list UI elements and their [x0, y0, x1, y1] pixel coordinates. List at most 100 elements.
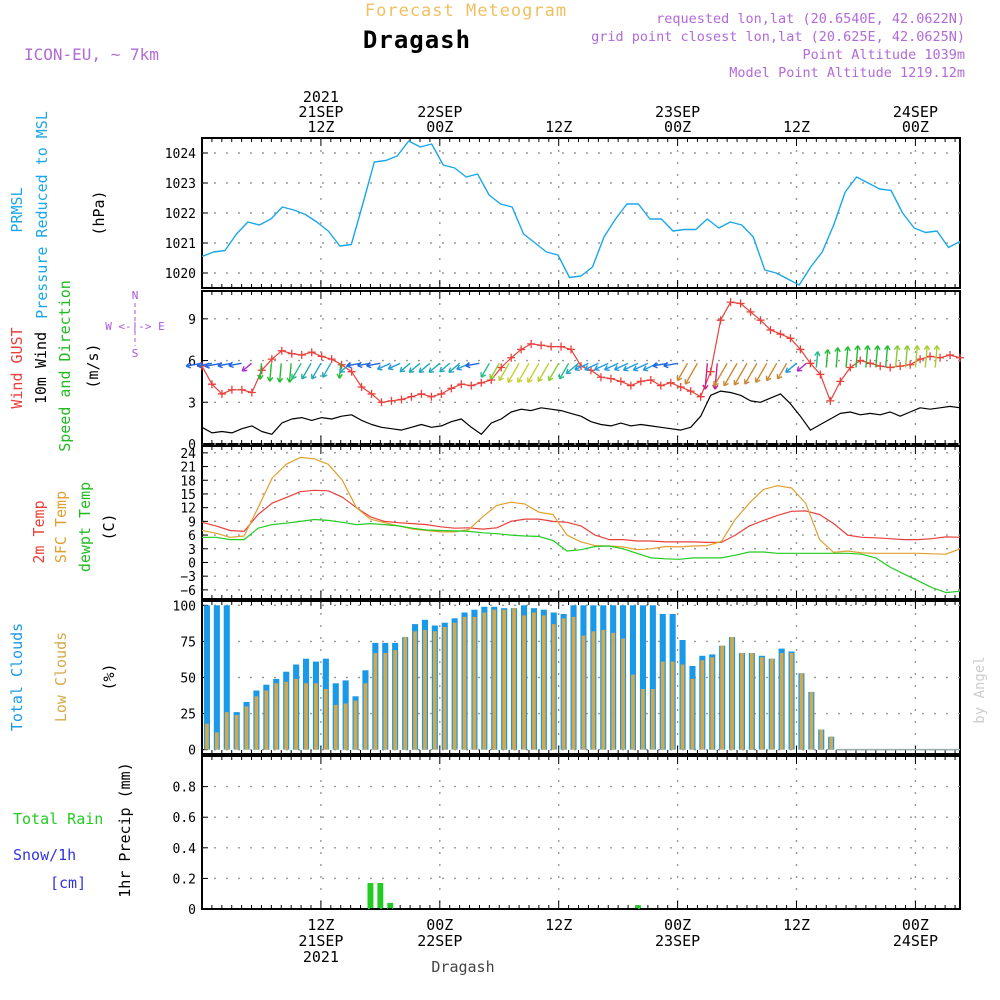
low-cloud-bar — [690, 678, 695, 750]
wind-arrow-head — [574, 365, 580, 371]
wind-arrow — [815, 351, 819, 368]
wind-arrow-head — [241, 366, 248, 372]
low-cloud-bar — [670, 661, 675, 750]
wind-arrow-head — [408, 367, 415, 373]
top-time-label: 00Z — [426, 118, 453, 136]
wind-arrow — [439, 362, 451, 373]
wind-arrow — [663, 362, 678, 367]
low-cloud-bar — [264, 690, 269, 750]
panel-frame-pressure — [201, 137, 961, 289]
low-cloud-bar — [442, 627, 447, 750]
snow-units-label: [cm] — [50, 874, 86, 892]
low-cloud-bar — [284, 681, 289, 750]
gust-marker — [427, 392, 436, 401]
wind-arrow — [489, 362, 500, 380]
low-cloud-bar — [660, 661, 665, 750]
gust-marker — [297, 350, 306, 359]
gust-marker — [756, 316, 765, 325]
gust-marker — [457, 380, 466, 389]
wind-arrow-head — [776, 373, 783, 380]
ytick-label: 0.2 — [173, 872, 196, 887]
low-cloud-bar — [680, 664, 685, 750]
low-cloud-bar — [314, 683, 318, 750]
wind-arrow — [559, 362, 570, 380]
low-cloud-bar — [740, 653, 744, 750]
wind-arrow-head — [527, 377, 533, 384]
low-cloud-bar — [333, 704, 338, 750]
wind-arrow — [418, 362, 431, 373]
top-time-label: 2021 — [303, 88, 339, 106]
wind-arrow-head — [366, 361, 372, 369]
wind-arrow — [465, 362, 480, 367]
gust-marker — [347, 367, 356, 376]
low-cloud-bar — [760, 657, 764, 750]
grid-point-coords: grid point closest lon,lat (20.625E, 42.… — [591, 29, 965, 45]
wind-arrow — [399, 362, 411, 373]
bottom-time-label: 00Z — [902, 916, 929, 934]
wind-arrow — [288, 363, 292, 383]
gust-marker — [636, 377, 645, 386]
low-cloud-bar — [472, 616, 477, 750]
wind-arrow-head — [301, 373, 307, 380]
low-cloud-bar — [244, 706, 249, 750]
low-cloud-bar — [651, 689, 655, 750]
ytick-label: 15 — [180, 488, 196, 503]
wind-arrow — [594, 362, 609, 371]
wind-arrow-head — [723, 380, 729, 387]
wind-arrow — [428, 362, 441, 373]
rain-bar — [635, 905, 641, 909]
wind-arrow-head — [712, 384, 719, 390]
wind-arrow — [684, 362, 699, 385]
gust-marker — [616, 377, 625, 386]
low-cloud-bar — [383, 653, 388, 750]
wind-units: (m/s) — [84, 343, 102, 388]
gust-marker — [287, 349, 296, 358]
low-cloud-bar — [750, 653, 754, 750]
bottom-time-label: 12Z — [307, 916, 334, 934]
wind-arrow — [498, 362, 510, 381]
gust-marker — [317, 352, 326, 361]
gust-marker — [337, 360, 346, 369]
ytick-label: 6 — [188, 529, 196, 544]
low-cloud-bar — [423, 629, 427, 750]
wind-arrow-head — [613, 365, 620, 371]
total-cloud-bar — [639, 605, 646, 750]
low-cloud-bar — [215, 732, 219, 750]
low-cloud-bar — [205, 723, 209, 750]
ytick-label: 0 — [188, 438, 196, 453]
wind-arrow — [723, 362, 738, 387]
top-time-label: 00Z — [902, 118, 929, 136]
wind-arrow — [904, 345, 909, 368]
low-cloud-bar — [700, 660, 705, 750]
gust-marker — [876, 362, 885, 371]
gust-label: Wind GUST — [8, 327, 26, 408]
wind-arrow-head — [428, 367, 435, 373]
wind-arrow — [785, 362, 797, 373]
wind-arrow — [517, 362, 530, 383]
gust-marker — [437, 389, 446, 398]
ytick-label: 9 — [188, 515, 196, 530]
low-cloud-bar — [542, 615, 546, 750]
bottom-time-label: 23SEP — [655, 932, 700, 950]
wind-arrow — [733, 362, 748, 386]
gust-marker — [826, 396, 835, 405]
wind-arrow-head — [785, 367, 791, 373]
wind-arrow — [408, 362, 421, 373]
model-point-altitude: Model Point Altitude 1219.12m — [729, 65, 965, 81]
wind-arrow — [346, 362, 361, 367]
bottom-time-label: 12Z — [545, 916, 572, 934]
wind10m-label: 10m Wind — [32, 332, 50, 404]
gust-marker — [277, 346, 286, 355]
wind-arrow-head — [923, 345, 931, 351]
low-cloud-bar — [343, 703, 348, 750]
bottom-time-label: 00Z — [426, 916, 453, 934]
top-time-label: 23SEP — [655, 103, 700, 121]
wind-arrow — [796, 362, 807, 372]
low-cloud-bar — [502, 609, 506, 750]
gust-marker — [367, 389, 376, 398]
ytick-label: 24 — [180, 447, 196, 462]
temp2m-label: 2m Temp — [30, 500, 48, 563]
wind-arrow-head — [604, 365, 610, 371]
wind-arrow — [924, 345, 928, 368]
dewpt-label: dewpt Temp — [76, 482, 94, 572]
